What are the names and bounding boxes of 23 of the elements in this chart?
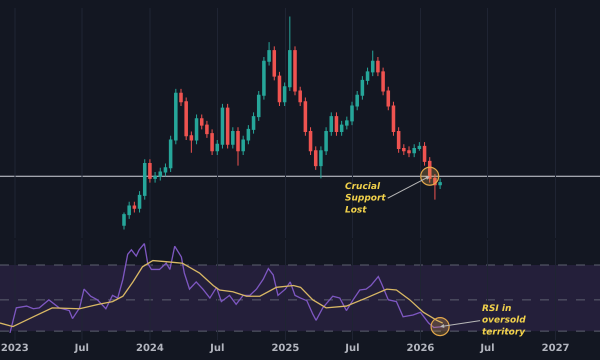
x-tick-label: Jul	[74, 343, 89, 354]
candlestick	[132, 201, 136, 213]
x-tick-label: Jul	[209, 343, 224, 354]
candlestick	[376, 56, 380, 77]
candlestick	[148, 158, 152, 184]
candlestick	[226, 103, 230, 150]
candlestick	[210, 128, 214, 156]
x-tick-label: 2025	[271, 343, 300, 354]
x-tick-label: 2024	[136, 343, 164, 354]
candlestick	[231, 126, 235, 150]
candlestick	[438, 178, 442, 190]
candlestick	[236, 126, 240, 166]
x-tick-label: 2026	[406, 343, 434, 354]
candlestick	[267, 42, 271, 66]
x-tick-label: 2027	[542, 343, 570, 354]
x-tick-label: Jul	[479, 343, 495, 354]
annotation: RSI in oversold territory	[482, 304, 526, 338]
candlestick	[194, 114, 198, 145]
candlestick	[334, 112, 338, 136]
annotation: Crucial Support Lost	[345, 182, 386, 216]
candlestick	[319, 146, 323, 179]
x-tick-label: Jul	[344, 343, 360, 354]
x-tick-label: 2023	[0, 343, 29, 354]
